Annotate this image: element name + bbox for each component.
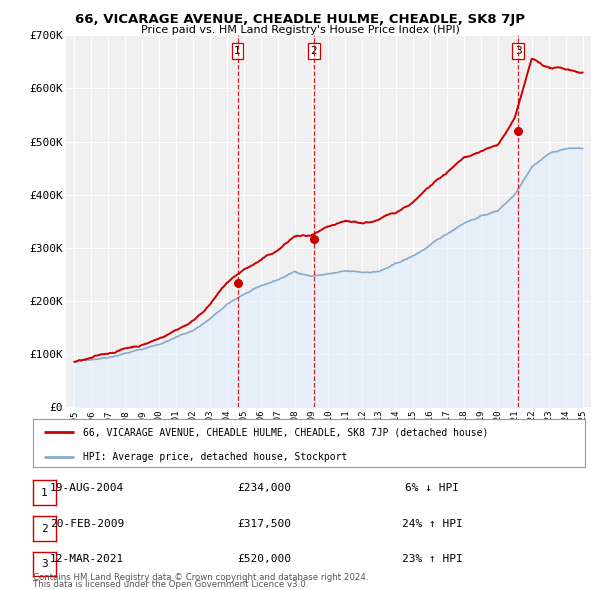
- Text: Price paid vs. HM Land Registry's House Price Index (HPI): Price paid vs. HM Land Registry's House …: [140, 25, 460, 35]
- Text: 12-MAR-2021: 12-MAR-2021: [50, 555, 124, 564]
- Text: 66, VICARAGE AVENUE, CHEADLE HULME, CHEADLE, SK8 7JP: 66, VICARAGE AVENUE, CHEADLE HULME, CHEA…: [75, 13, 525, 26]
- Text: Contains HM Land Registry data © Crown copyright and database right 2024.: Contains HM Land Registry data © Crown c…: [33, 572, 368, 582]
- Text: £520,000: £520,000: [237, 555, 291, 564]
- Text: 24% ↑ HPI: 24% ↑ HPI: [401, 519, 463, 529]
- Text: 23% ↑ HPI: 23% ↑ HPI: [401, 555, 463, 564]
- Text: 3: 3: [41, 559, 48, 569]
- Text: 2: 2: [310, 46, 317, 56]
- Text: 3: 3: [515, 46, 521, 56]
- Text: 19-AUG-2004: 19-AUG-2004: [50, 483, 124, 493]
- Text: 1: 1: [41, 488, 48, 497]
- Text: 20-FEB-2009: 20-FEB-2009: [50, 519, 124, 529]
- Text: This data is licensed under the Open Government Licence v3.0.: This data is licensed under the Open Gov…: [33, 579, 308, 589]
- Text: £234,000: £234,000: [237, 483, 291, 493]
- Text: 66, VICARAGE AVENUE, CHEADLE HULME, CHEADLE, SK8 7JP (detached house): 66, VICARAGE AVENUE, CHEADLE HULME, CHEA…: [83, 427, 488, 437]
- Text: HPI: Average price, detached house, Stockport: HPI: Average price, detached house, Stoc…: [83, 451, 347, 461]
- Text: 2: 2: [41, 524, 48, 533]
- Text: 6% ↓ HPI: 6% ↓ HPI: [405, 483, 459, 493]
- Text: £317,500: £317,500: [237, 519, 291, 529]
- Text: 1: 1: [234, 46, 241, 56]
